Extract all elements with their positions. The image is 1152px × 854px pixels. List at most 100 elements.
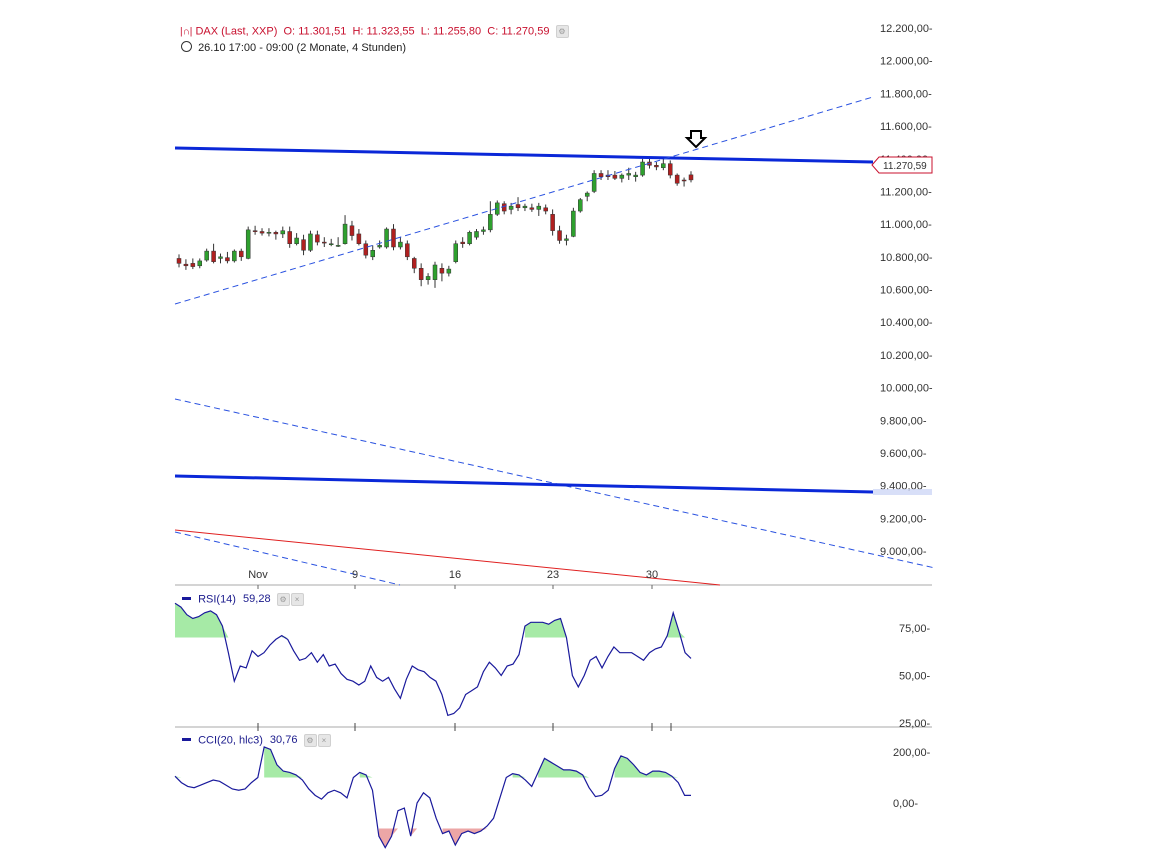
- cci-name: CCI(20, hlc3): [198, 734, 263, 747]
- overbought-fill: [175, 746, 679, 778]
- x-tick-label: 23: [547, 569, 559, 581]
- candle-body: [543, 207, 548, 212]
- price-y-tick-label: 9.800,00-: [880, 415, 927, 427]
- resistance-line: [174, 146, 874, 164]
- close-label: C:: [487, 25, 499, 38]
- price-y-tick-label: 10.000,00-: [880, 383, 933, 395]
- candle-body: [370, 250, 375, 258]
- cci-color-icon: [182, 738, 191, 742]
- open-value: 11.301,51: [298, 25, 347, 38]
- close-value: 11.270,59: [501, 25, 550, 38]
- candle-body: [225, 257, 230, 262]
- candle-body: [259, 231, 265, 234]
- price-y-tick-label: 10.600,00-: [880, 285, 933, 297]
- candle-body: [398, 241, 403, 248]
- candle-body: [591, 173, 597, 192]
- x-tick-label: 30: [646, 569, 658, 581]
- candle-body: [571, 210, 576, 237]
- open-label: O:: [283, 25, 296, 38]
- rsi-color-icon: [182, 597, 191, 601]
- candle-body: [439, 268, 445, 274]
- last-price-label: 11.270,59: [883, 161, 927, 172]
- cci-close-icon[interactable]: ×: [317, 734, 331, 747]
- candle-body: [266, 232, 272, 234]
- price-y-tick-label: 12.000,00-: [880, 56, 933, 68]
- candle-body: [232, 250, 237, 262]
- support-line: [174, 474, 874, 494]
- candle-body: [654, 165, 659, 168]
- candle-body: [280, 230, 286, 235]
- cci-y-tick-label: 200,00-: [893, 747, 931, 759]
- price-y-tick-label: 10.800,00-: [880, 252, 933, 264]
- cci-line: [174, 746, 691, 849]
- candle-body: [529, 207, 535, 210]
- candle-body: [349, 225, 355, 236]
- candle-body: [446, 268, 452, 274]
- candle-body: [550, 214, 555, 231]
- candle-body: [301, 239, 306, 251]
- price-y-tick-label: 10.200,00-: [880, 350, 933, 362]
- rsi-name: RSI(14): [198, 593, 236, 606]
- x-tick-label: Nov: [248, 569, 268, 581]
- candle-body: [522, 205, 528, 209]
- red-trend-line: [174, 529, 721, 586]
- price-y-tick-label: 9.000,00-: [880, 546, 927, 558]
- candle-body: [356, 233, 362, 244]
- cci-settings-icon[interactable]: ⚙: [303, 734, 317, 747]
- settings-icon[interactable]: ⚙: [555, 25, 569, 38]
- candle-body: [612, 174, 618, 179]
- cci-value: 30,76: [269, 734, 298, 747]
- candle-body: [218, 256, 223, 259]
- candle-body: [536, 205, 542, 210]
- candle-body: [190, 263, 196, 267]
- rsi-line: [174, 602, 692, 717]
- rsi-value: 59,28: [243, 593, 271, 606]
- price-y-tick-label: 10.400,00-: [880, 317, 933, 329]
- rsi-settings-icon[interactable]: ⚙: [276, 593, 290, 606]
- candle-body: [425, 276, 431, 280]
- price-y-tick-label: 11.000,00-: [880, 219, 932, 231]
- rsi-y-tick-label: 75,00-: [899, 623, 931, 635]
- candle-body: [557, 230, 562, 241]
- support-line-axis-marker: [873, 489, 932, 495]
- price-y-tick-label: 9.600,00-: [880, 448, 927, 460]
- overbought-fill: [175, 603, 686, 638]
- candle-body: [488, 214, 493, 231]
- candle-body: [273, 232, 279, 235]
- candle-body: [681, 179, 687, 182]
- candle-body: [508, 205, 514, 210]
- price-legend: |∩| DAX (Last, XXP) O: 11.301,51 H: 11.3…: [180, 25, 569, 38]
- candle-body: [501, 203, 507, 212]
- price-y-tick-label: 11.600,00-: [880, 121, 932, 133]
- dashed-trend-line-low: [174, 531, 401, 586]
- rsi-close-icon[interactable]: ×: [290, 593, 304, 606]
- candle-body: [432, 264, 438, 280]
- period-legend: 26.10 17:00 - 09:00 (2 Monate, 4 Stunden…: [181, 41, 406, 54]
- candle-body: [239, 250, 244, 258]
- candle-body: [626, 173, 631, 176]
- candle-body: [245, 229, 251, 259]
- clock-icon: [181, 41, 192, 52]
- candle-body: [211, 250, 216, 262]
- low-label: L:: [420, 25, 430, 38]
- dashed-trend-line-up: [174, 96, 874, 305]
- candle-body: [633, 174, 638, 177]
- price-y-tick-label: 11.200,00-: [880, 186, 932, 198]
- price-y-tick-label: 11.800,00-: [880, 88, 932, 100]
- candle-body: [418, 268, 424, 280]
- candle-body: [183, 263, 189, 267]
- candle-body: [363, 243, 369, 256]
- period-text: 26.10 17:00 - 09:00 (2 Monate, 4 Stunden…: [198, 42, 406, 54]
- candle-body: [315, 234, 320, 243]
- oversold-fill: [378, 828, 488, 848]
- candle-body: [578, 199, 583, 212]
- candlestick-icon: |∩|: [180, 26, 193, 38]
- down-arrow-icon: [684, 130, 708, 149]
- candle-body: [640, 161, 645, 176]
- cci-legend: CCI(20, hlc3) 30,76 ⚙ ×: [182, 734, 331, 747]
- high-label: H:: [352, 25, 364, 38]
- candle-body: [377, 245, 382, 248]
- candle-body: [474, 231, 479, 238]
